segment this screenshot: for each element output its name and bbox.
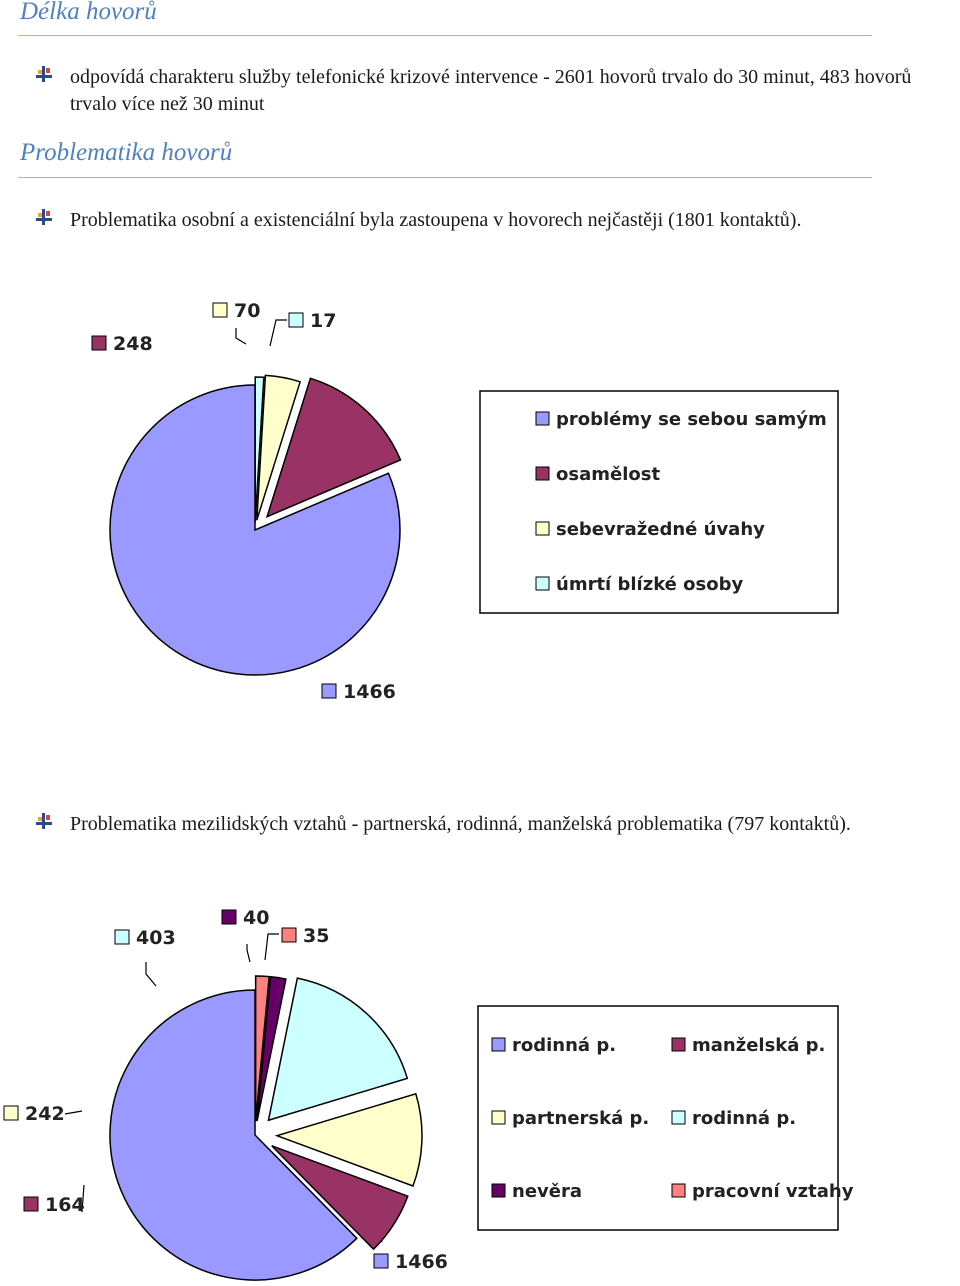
data-label-swatch	[3, 1105, 19, 1121]
data-label-swatch	[23, 1196, 39, 1212]
data-label: 35	[303, 925, 329, 947]
data-label: 70	[234, 300, 260, 322]
section-heading-problems: Problematika hovorů	[20, 139, 233, 166]
leader-line	[269, 319, 287, 347]
leader-line	[246, 944, 251, 963]
pie-slice-sebevrazedne-uvahy	[256, 374, 302, 521]
bullet-icon	[36, 66, 52, 82]
bullet-icon	[36, 813, 52, 829]
pie-slice-pracovni-vztahy	[254, 975, 271, 1122]
leader-line	[264, 933, 279, 961]
pie-slice-rodinna-p	[109, 989, 358, 1281]
pie-slice-rodinna-p	[267, 977, 409, 1122]
legend-box	[477, 1005, 839, 1231]
leader-line	[235, 328, 247, 345]
legend-swatch	[535, 411, 550, 426]
data-label: 17	[310, 310, 336, 332]
leader-line	[81, 1184, 85, 1213]
bullet-text-duration: odpovídá charakteru služby telefonické k…	[70, 66, 912, 115]
data-label-swatch	[212, 302, 228, 318]
heading-rule	[18, 177, 872, 178]
data-label-swatch	[321, 683, 337, 699]
heading-rule	[18, 35, 872, 36]
legend-label-sebevrazedne-uvahy: sebevražedné úvahy	[556, 519, 765, 540]
data-label: 403	[136, 927, 176, 949]
data-label: 248	[113, 333, 153, 355]
legend-swatch	[535, 576, 550, 591]
pie-slice-partnerska-p	[274, 1092, 423, 1187]
bullet-text-relationships: Problematika mezilidských vztahů - partn…	[70, 813, 851, 835]
data-label: 1466	[343, 681, 396, 703]
pie-slice-osamelost	[265, 377, 402, 518]
pie-chart-personal: 1466 248 70 17 problémy se sebou samým osaměl…	[91, 300, 839, 703]
leader-line	[64, 1110, 83, 1115]
data-label: 40	[243, 907, 269, 929]
section-heading-duration: Délka hovorů	[20, 0, 157, 25]
pie-chart-relationships: 1466 164 242 403 40 35 rodinná p. manželská p. p…	[3, 907, 854, 1281]
legend-swatch	[671, 1183, 686, 1198]
legend-swatch	[535, 466, 550, 481]
legend-swatch	[535, 521, 550, 536]
pie-slice-umrti-blizke-osoby	[254, 376, 265, 523]
data-label-swatch	[221, 909, 237, 925]
legend-label-partnerska-p: partnerská p.	[512, 1108, 649, 1129]
legend-swatch	[491, 1110, 506, 1125]
data-label-swatch	[281, 927, 297, 943]
bullet-text-personal: Problematika osobní a existenciální byla…	[70, 209, 802, 231]
bullet-icon	[36, 209, 52, 225]
data-label: 242	[25, 1103, 65, 1125]
legend-label-manzelska-p: manželská p.	[692, 1035, 825, 1056]
pie-slice-nevera	[256, 975, 287, 1122]
legend-label-rodinna-p: rodinná p.	[692, 1108, 796, 1129]
legend-label-umrti-blizke-osoby: úmrtí blízké osoby	[556, 574, 743, 595]
pie-slice-problemy-se-sebou-samym	[109, 384, 401, 676]
pie-slice-manzelska-p	[271, 1145, 409, 1251]
legend-label-problemy-se-sebou-samym: problémy se sebou samým	[556, 409, 827, 430]
legend-label-osamelost: osamělost	[556, 464, 660, 485]
legend-box	[479, 390, 839, 614]
data-label: 164	[45, 1194, 85, 1216]
legend-label-pracovni-vztahy: pracovní vztahy	[692, 1181, 854, 1202]
leader-line	[145, 962, 157, 987]
legend-label-nevera: nevěra	[512, 1181, 582, 1202]
data-label-swatch	[288, 312, 304, 328]
data-label: 1466	[395, 1251, 448, 1273]
data-label-swatch	[114, 929, 130, 945]
legend-label-rodinna-p: rodinná p.	[512, 1035, 616, 1056]
data-label-swatch	[373, 1253, 389, 1269]
legend-swatch	[671, 1037, 686, 1052]
legend-swatch	[671, 1110, 686, 1125]
data-label-swatch	[91, 335, 107, 351]
legend-swatch	[491, 1037, 506, 1052]
legend-swatch	[491, 1183, 506, 1198]
